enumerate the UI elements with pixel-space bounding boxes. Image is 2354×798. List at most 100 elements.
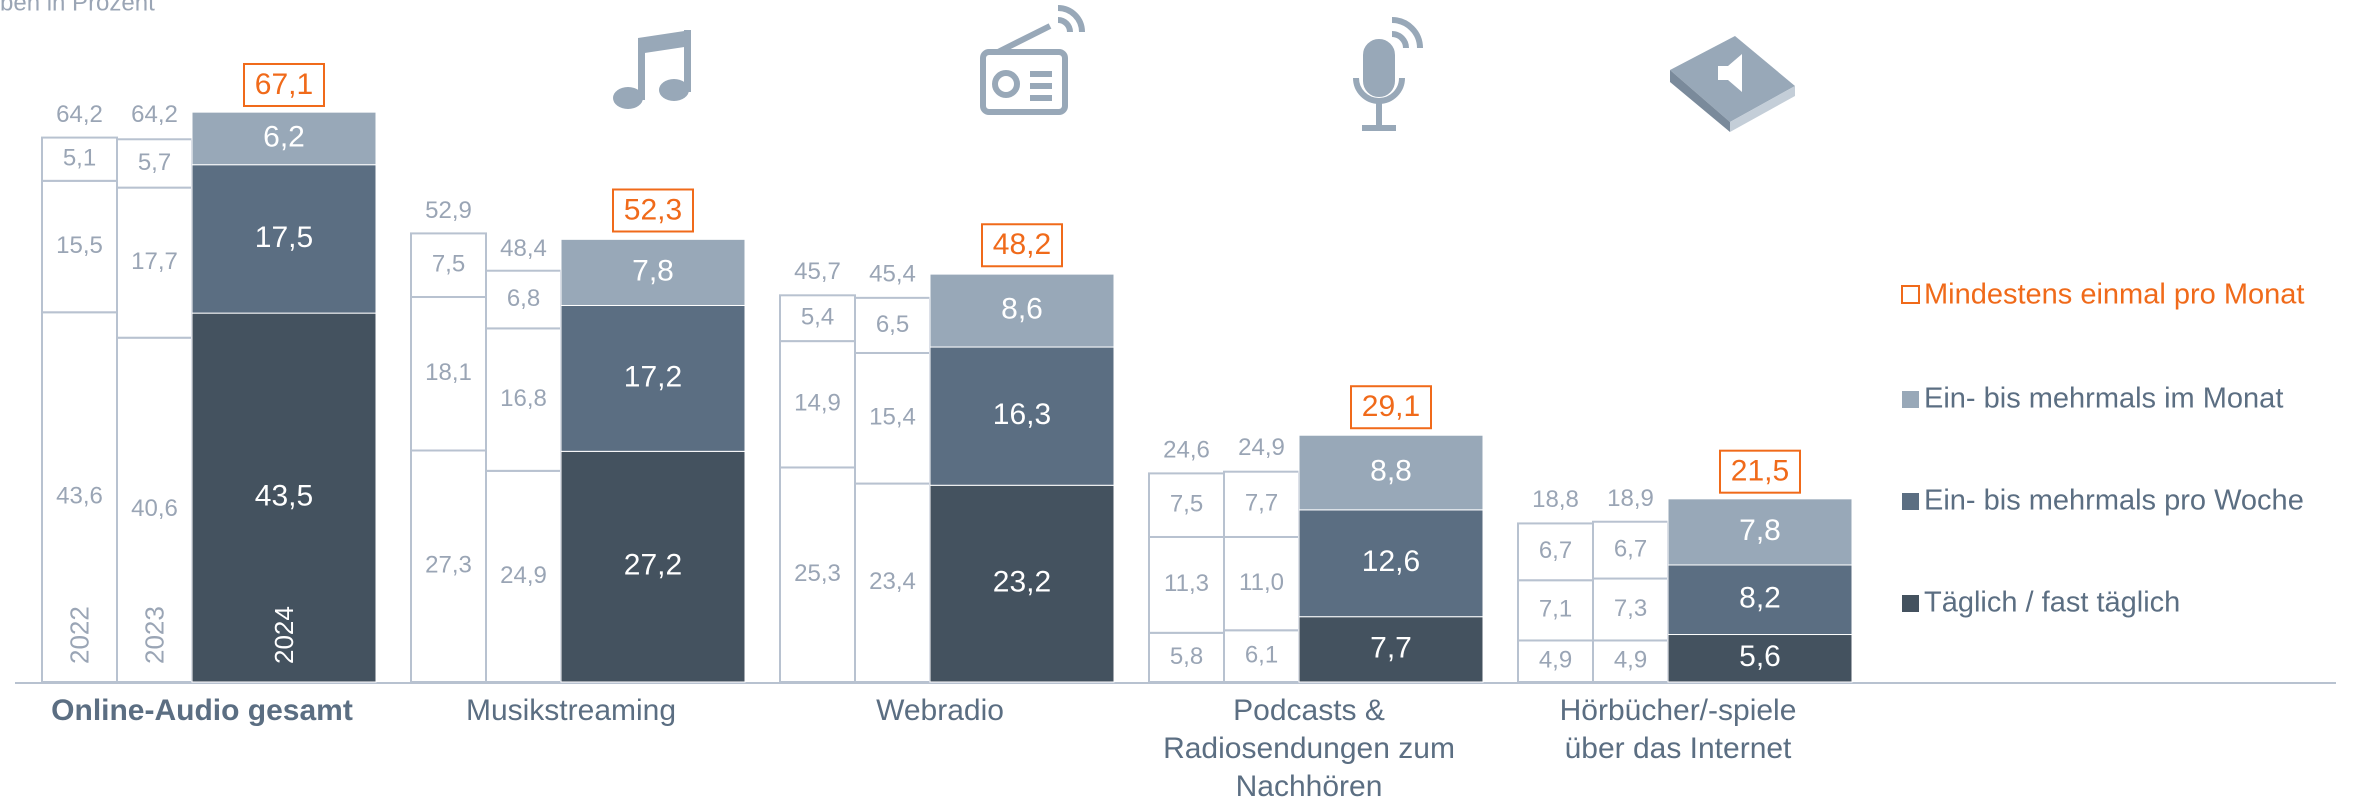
category-label: Podcasts & (1233, 694, 1385, 727)
total-label: 48,2 (993, 228, 1051, 261)
total-label: 45,7 (794, 258, 841, 285)
total-label: 45,4 (869, 260, 916, 287)
total-label: 24,9 (1238, 434, 1285, 461)
bar-segment (116, 138, 193, 189)
total-label: 67,1 (255, 68, 313, 101)
bar-segment (41, 311, 118, 683)
legend-label: Ein- bis mehrmals im Monat (1924, 383, 2283, 415)
value-label: 18,1 (425, 359, 472, 386)
total-label: 29,1 (1362, 390, 1420, 423)
value-label: 17,2 (624, 360, 682, 393)
value-label: 4,9 (1614, 647, 1647, 674)
legend-label: Täglich / fast täglich (1924, 587, 2180, 619)
value-label: 6,7 (1614, 535, 1647, 562)
total-box (243, 62, 325, 107)
book-icon (1670, 36, 1795, 132)
chart-subtitle: ben in Prozent (0, 0, 155, 16)
bar-segment (1517, 522, 1594, 582)
total-box (612, 188, 694, 233)
value-label: 17,7 (131, 248, 178, 275)
value-label: 7,8 (632, 254, 674, 287)
bar-segment (779, 340, 856, 469)
total-label: 48,4 (500, 235, 547, 262)
total-label: 21,5 (1731, 455, 1789, 488)
value-label: 7,1 (1539, 596, 1572, 623)
total-label: 64,2 (56, 101, 103, 128)
value-label: 23,2 (993, 566, 1051, 599)
total-box (981, 223, 1063, 268)
bar-segment (1667, 498, 1853, 566)
value-label: 25,3 (794, 560, 841, 587)
value-label: 7,5 (432, 251, 465, 278)
value-label: 6,1 (1245, 641, 1278, 668)
total-box (1719, 449, 1801, 494)
value-label: 16,8 (500, 385, 547, 412)
value-label: 6,8 (507, 285, 540, 312)
value-label: 5,4 (801, 304, 834, 331)
total-label: 18,9 (1607, 485, 1654, 512)
bar-segment (410, 449, 487, 683)
bar-segment (116, 336, 193, 683)
value-label: 7,7 (1370, 631, 1412, 664)
bar-segment (1298, 509, 1484, 618)
value-label: 12,6 (1362, 545, 1420, 578)
bar-segment (41, 136, 118, 182)
legend-label: Ein- bis mehrmals pro Woche (1924, 485, 2304, 517)
bar-segment (1298, 434, 1484, 511)
total-label: 64,2 (131, 101, 178, 128)
value-label: 5,7 (138, 149, 171, 176)
bar-segment (1592, 577, 1669, 642)
bar-segment (485, 327, 562, 472)
bar-segment (485, 469, 562, 683)
value-label: 7,8 (1739, 514, 1781, 547)
bar-segment (929, 484, 1115, 683)
bar-segment (560, 450, 746, 683)
bar-segment (1592, 520, 1669, 580)
radio-icon (980, 5, 1085, 115)
legend-swatch (1902, 493, 1919, 510)
total-label: 52,9 (425, 197, 472, 224)
value-label: 6,7 (1539, 537, 1572, 564)
bar-segment (929, 273, 1115, 348)
value-label: 5,6 (1739, 640, 1781, 673)
value-label: 6,5 (876, 311, 909, 338)
music-icon (613, 30, 691, 109)
bar-segment (1667, 564, 1853, 636)
bar-segment (191, 111, 377, 166)
category-label: Online-Audio gesamt (51, 694, 353, 727)
value-label: 27,3 (425, 552, 472, 579)
year-label: 2024 (269, 606, 299, 664)
bar-segment (410, 296, 487, 452)
value-label: 11,3 (1164, 570, 1209, 597)
value-label: 15,5 (56, 232, 103, 259)
bar-segment (779, 466, 856, 683)
value-label: 5,1 (63, 145, 96, 172)
bar-segment (854, 296, 931, 354)
value-label: 16,3 (993, 398, 1051, 431)
category-label: Musikstreaming (466, 694, 676, 727)
category-label: Radiosendungen zum (1163, 732, 1455, 765)
value-label: 17,5 (255, 221, 313, 254)
bar-segment (191, 312, 377, 683)
year-label: 2023 (139, 606, 169, 664)
bar-segment (191, 164, 377, 314)
bar-segment (929, 346, 1115, 486)
value-label: 7,3 (1614, 595, 1647, 622)
legend-swatch (1902, 595, 1919, 612)
bar-segment (1223, 535, 1300, 632)
category-label: Webradio (876, 694, 1004, 727)
bar-segment (1223, 629, 1300, 683)
value-label: 5,8 (1170, 643, 1203, 670)
category-label: Nachhören (1236, 770, 1383, 798)
value-label: 6,2 (263, 120, 305, 153)
bar-segment (854, 482, 931, 683)
total-label: 18,8 (1532, 486, 1579, 513)
total-label: 52,3 (624, 193, 682, 226)
value-label: 43,5 (255, 479, 313, 512)
total-box (1350, 385, 1432, 430)
total-label: 24,6 (1163, 437, 1210, 464)
legend-label: Mindestens einmal pro Monat (1924, 279, 2304, 311)
bar-segment (779, 294, 856, 343)
value-label: 8,2 (1739, 582, 1781, 615)
